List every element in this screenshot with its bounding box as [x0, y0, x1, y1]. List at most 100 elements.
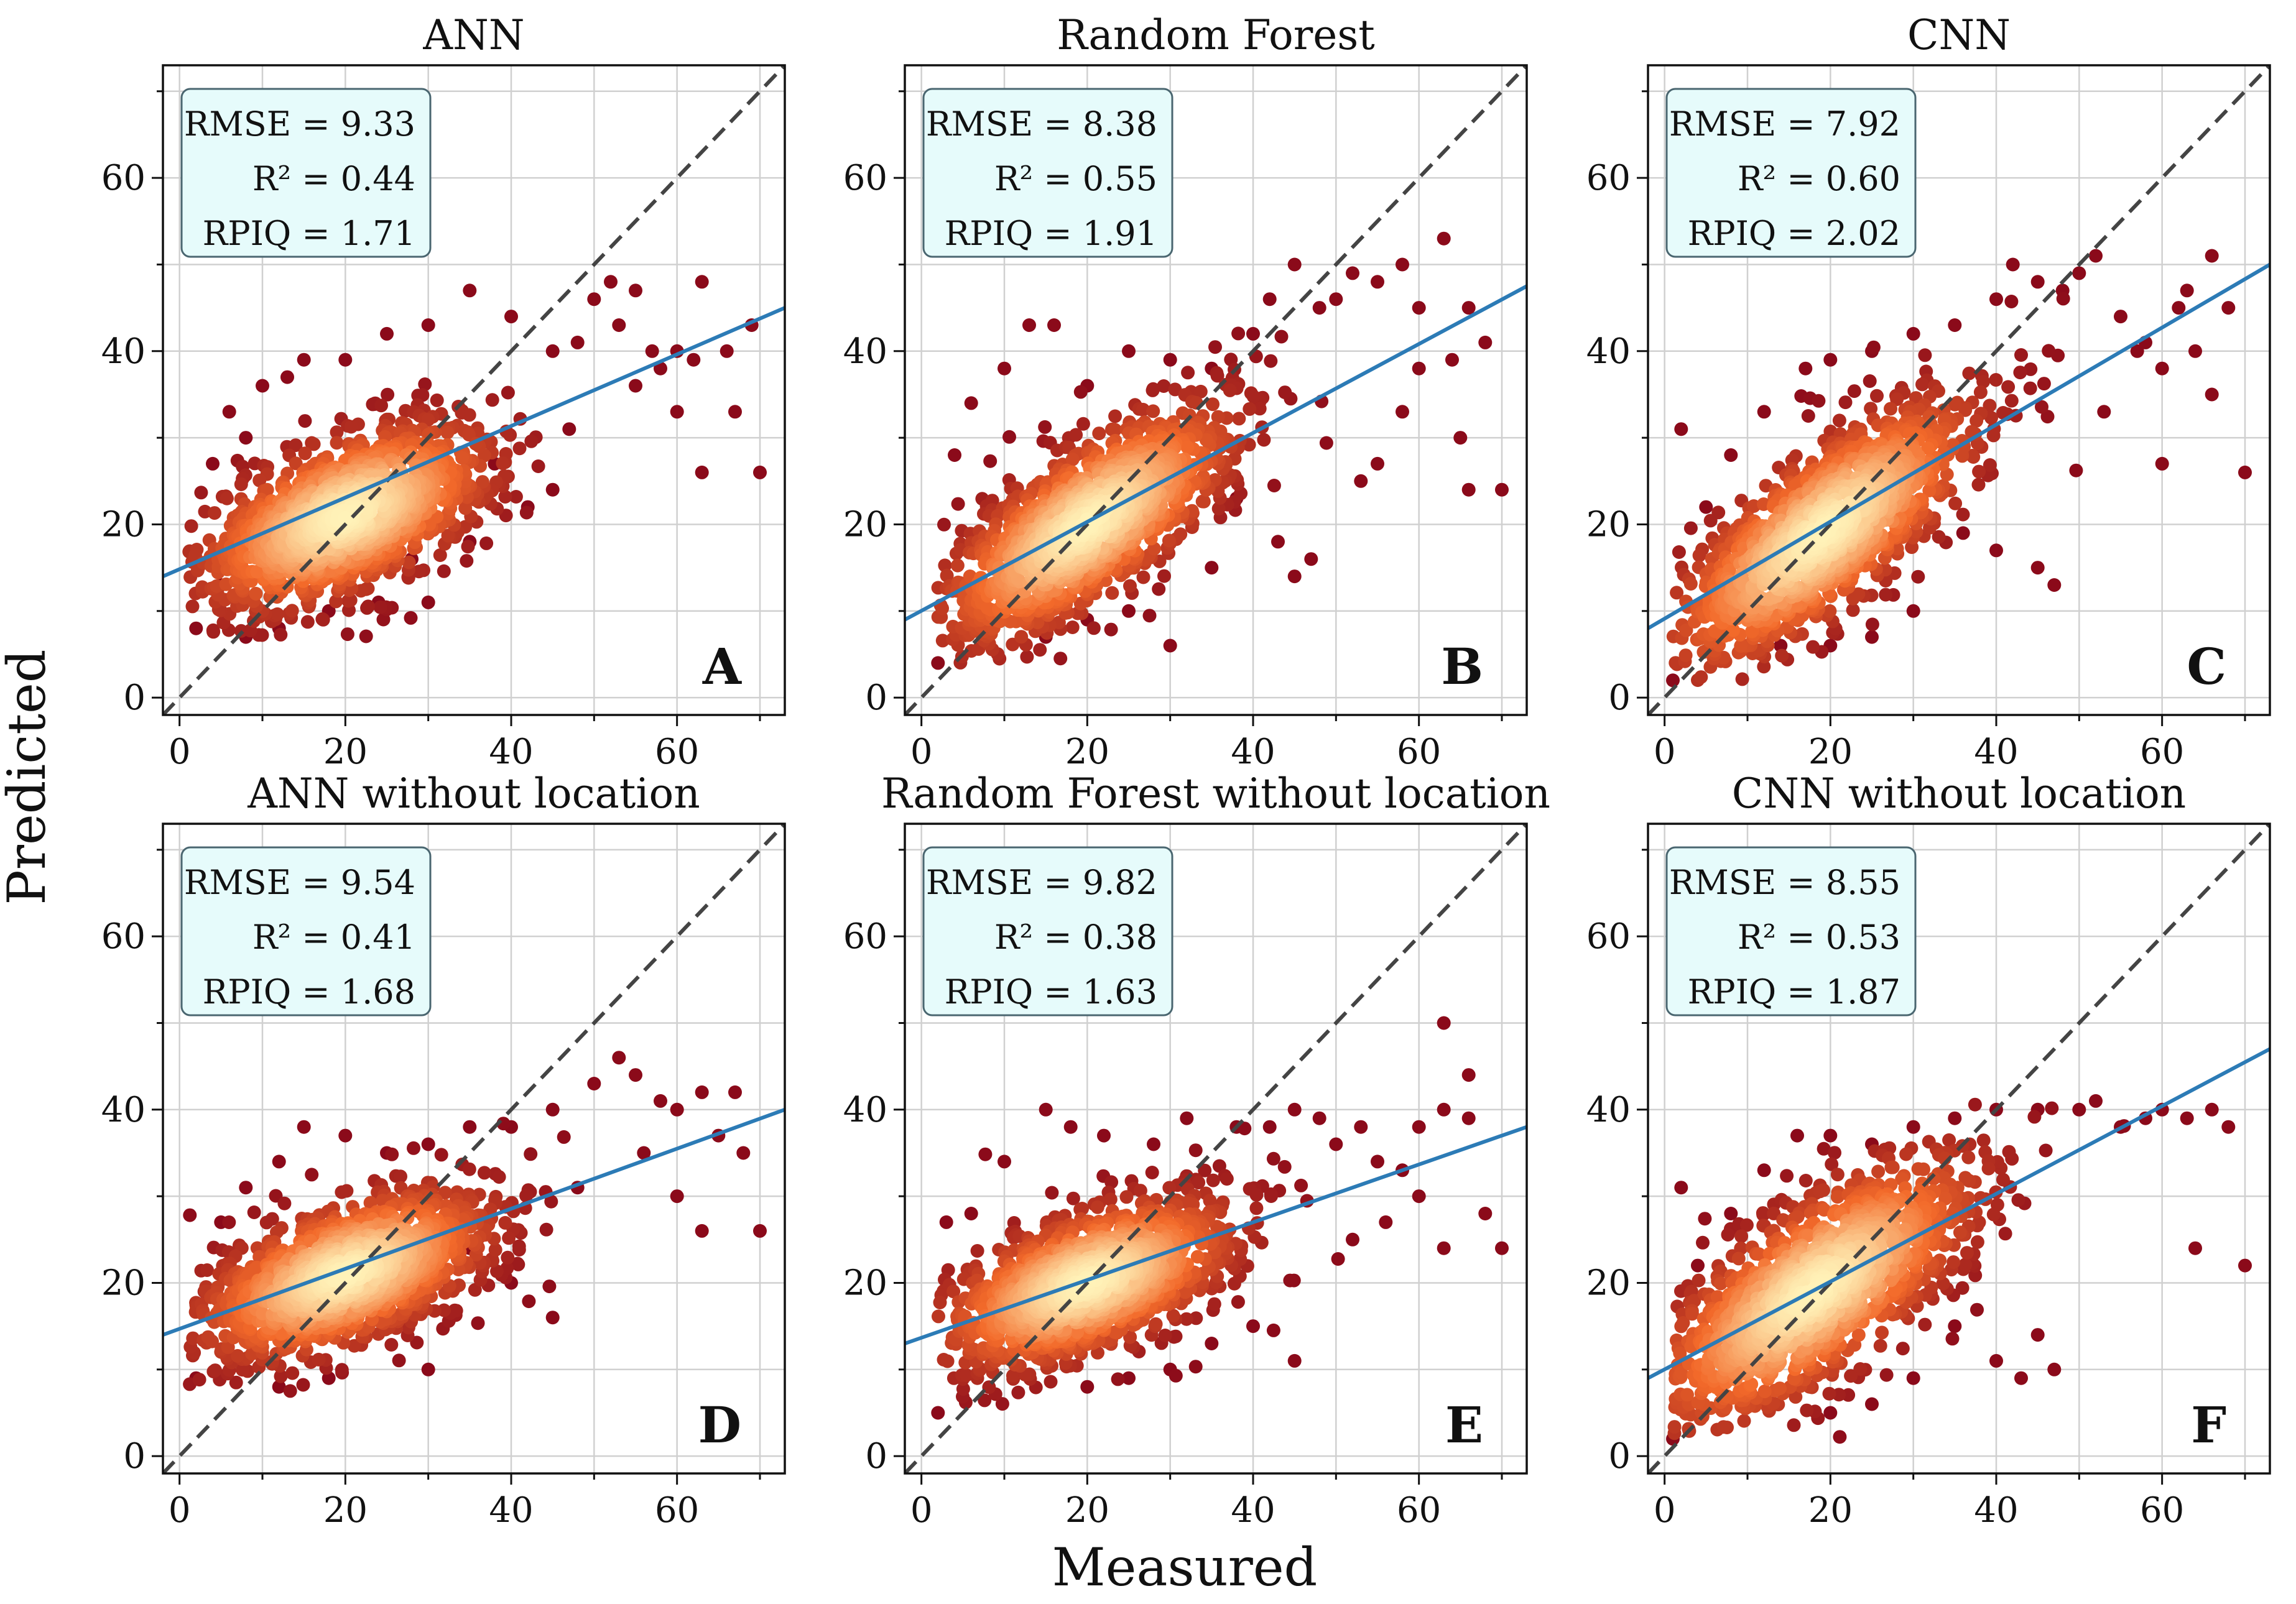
stat-value: 0.60	[1826, 159, 1900, 198]
stat-value: 2.02	[1826, 214, 1900, 253]
identity-line	[905, 65, 1527, 715]
data-point	[183, 1208, 197, 1222]
data-point	[501, 1250, 515, 1265]
data-point	[404, 611, 418, 625]
data-point	[475, 475, 489, 489]
data-point	[434, 1148, 448, 1162]
data-point	[1866, 340, 1881, 354]
data-point	[277, 1196, 292, 1210]
data-point	[1092, 426, 1106, 441]
data-point	[1157, 569, 1171, 583]
data-point	[670, 405, 684, 419]
stat-line: RPIQ = 1.71	[203, 214, 415, 253]
data-point	[479, 536, 494, 550]
data-point	[222, 405, 236, 419]
data-point	[1989, 543, 2003, 558]
data-point	[964, 396, 978, 410]
data-point	[753, 1224, 767, 1238]
data-point	[1152, 582, 1166, 596]
data-point	[524, 1147, 538, 1161]
data-point	[194, 486, 208, 500]
identity-line	[163, 65, 785, 715]
y-tick-label: 40	[101, 331, 146, 372]
data-point	[1865, 617, 1879, 632]
stat-label: R² =	[252, 159, 341, 198]
data-point	[1208, 340, 1222, 354]
data-point	[736, 1146, 751, 1160]
data-point	[373, 600, 387, 614]
data-point	[280, 370, 294, 384]
x-axis-label: Measured	[1052, 1537, 1318, 1598]
x-tick-label: 40	[1974, 732, 2018, 772]
data-point	[2001, 380, 2016, 394]
data-point	[1371, 275, 1384, 289]
data-point	[1495, 482, 1509, 497]
data-point	[1851, 587, 1866, 601]
data-point	[1206, 397, 1220, 412]
panel-title: CNN	[1907, 11, 2011, 59]
data-point	[296, 1378, 310, 1392]
data-point	[229, 1375, 243, 1390]
data-point	[192, 1373, 206, 1387]
data-point	[285, 604, 299, 618]
data-point	[421, 318, 435, 332]
data-point	[1911, 569, 1925, 584]
data-point	[205, 1334, 219, 1348]
panel-title: Random Forest	[1057, 11, 1375, 59]
data-point	[1679, 623, 1693, 637]
data-point	[670, 1189, 684, 1204]
data-point	[545, 344, 560, 358]
data-point	[430, 393, 444, 407]
data-point	[2056, 292, 2070, 306]
data-point	[206, 623, 220, 637]
data-point	[300, 615, 315, 629]
data-point	[272, 1380, 286, 1394]
data-point	[421, 1362, 435, 1376]
data-point	[407, 1141, 420, 1155]
data-point	[1976, 374, 1991, 389]
data-point	[1832, 413, 1846, 428]
data-point	[498, 1215, 512, 1230]
data-point	[239, 1181, 253, 1195]
data-point	[274, 1369, 288, 1383]
data-point	[1865, 630, 1879, 644]
data-point	[421, 595, 435, 609]
panel-title: ANN	[422, 11, 524, 59]
stat-line: RPIQ = 2.02	[1688, 214, 1900, 253]
data-point	[2047, 578, 2062, 592]
x-tick-label: 60	[1397, 732, 1441, 772]
data-point	[542, 1279, 557, 1294]
axes-frame	[162, 64, 786, 716]
data-point	[315, 612, 330, 626]
data-point	[512, 1239, 526, 1253]
data-point	[1863, 374, 1877, 388]
data-point	[1478, 335, 1493, 349]
data-point	[418, 377, 432, 391]
data-point	[441, 528, 455, 543]
data-point	[1678, 648, 1693, 663]
data-point	[305, 1168, 319, 1182]
data-point	[1735, 672, 1749, 686]
data-point	[539, 1222, 553, 1237]
y-tick-label: 60	[101, 158, 146, 198]
stat-value: 1.91	[1083, 214, 1157, 253]
data-point	[1211, 410, 1225, 424]
data-point	[629, 379, 642, 393]
stat-line: RMSE = 7.92	[1669, 104, 1900, 144]
data-point	[2155, 361, 2169, 376]
data-point	[940, 568, 954, 583]
data-point	[477, 1166, 491, 1180]
x-tick-label: 40	[1231, 732, 1275, 772]
data-point	[1346, 266, 1359, 280]
data-point	[1694, 670, 1708, 684]
data-point	[271, 607, 284, 621]
x-tick-label: 20	[1808, 732, 1853, 772]
data-point	[1989, 373, 2003, 387]
data-point	[557, 1130, 571, 1144]
data-point	[1918, 348, 1932, 362]
data-point	[1065, 452, 1080, 466]
stat-value: 8.38	[1083, 104, 1157, 144]
data-point	[1948, 318, 1962, 332]
data-point	[297, 1120, 311, 1134]
